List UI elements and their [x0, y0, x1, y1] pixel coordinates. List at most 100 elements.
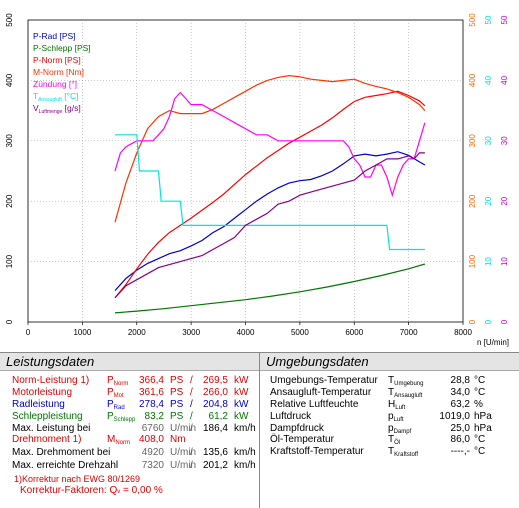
row-symbol: PNorm [107, 375, 129, 387]
footnote-2-text: Korrektur-Faktoren: Q [20, 485, 118, 496]
leistung-row: Max. erreichte Drehzahl 7320 U/min/ 201,2 km… [12, 460, 257, 472]
footnote-2: Korrektur-Faktoren: Qv = 0,00 % [20, 485, 163, 498]
y-tick-label-right: 0 [468, 319, 477, 324]
legend-entry: P-Schlepp [PS] [33, 43, 91, 53]
row-symbol: PRad [107, 399, 125, 411]
row-label: Umgebungs-Temperatur [270, 375, 378, 386]
x-tick-label: 1000 [73, 328, 91, 337]
row-value-2: 61,2 [208, 411, 228, 422]
row-symbol-sub: Ansaugluft [394, 393, 423, 399]
row-unit: hPa [474, 423, 492, 434]
leistung-row: Max. Drehmoment bei 4920 U/min/ 135,6 km/h [12, 447, 257, 459]
row-value-2: 186,4 [202, 423, 228, 434]
row-symbol-sub: Rad [113, 405, 125, 411]
y-tick-label-right: 100 [468, 254, 477, 268]
row-unit: °C [474, 446, 486, 457]
row-label: Max. erreichte Drehzahl [12, 460, 119, 471]
leistung-panel [0, 352, 260, 508]
row-sep: / [190, 423, 193, 434]
umgebung-row: Ansaugluft-Temperatur TAnsaugluft 34,0 °C [270, 387, 515, 399]
row-label: Luftdruck [270, 411, 312, 422]
y-tick-label-left: 100 [5, 254, 14, 268]
legend-entry: TAnsaugluft [°C] [33, 91, 78, 103]
x-tick-label: 5000 [291, 328, 309, 337]
row-unit-2: kW [234, 375, 249, 386]
row-sep: / [190, 411, 193, 422]
row-sep: / [190, 447, 193, 458]
row-unit-1: PS [170, 411, 184, 422]
row-unit-1: PS [170, 387, 184, 398]
row-value-1: 366,4 [138, 375, 164, 386]
x-tick-label: 3000 [182, 328, 200, 337]
row-value-2: 135,6 [202, 447, 228, 458]
umgebung-row: Umgebungs-Temperatur TUmgebung 28,8 °C [270, 375, 515, 387]
row-label: Schleppleistung [12, 411, 83, 422]
row-symbol-sub: Luft [395, 405, 406, 411]
y-tick-label-right: 10 [500, 257, 509, 266]
row-symbol-sub: Norm [113, 381, 129, 387]
umgebung-row: Öl-Temperatur TÖl 86,0 °C [270, 434, 515, 446]
row-label: Relative Luftfeuchte [270, 399, 359, 410]
row-value-2: 266,0 [202, 387, 228, 398]
y-tick-label-right: 10 [484, 257, 493, 266]
y-tick-label-right: 40 [484, 75, 493, 84]
umgebung-row: Kraftstoff-Temperatur TKraftstoff ----,- °C [270, 446, 515, 458]
row-sep: / [190, 399, 193, 410]
y-tick-label-right: 20 [484, 196, 493, 205]
series-line [114, 74, 426, 223]
row-unit: °C [474, 387, 486, 398]
y-tick-label-right: 500 [468, 13, 477, 27]
row-unit: °C [474, 434, 486, 445]
y-tick-label-left: 300 [5, 134, 14, 148]
row-symbol: PSchlepp [107, 411, 136, 423]
y-tick-label-right: 0 [500, 319, 509, 324]
row-unit-1: U/min [170, 423, 197, 434]
row-value: 86,0 [450, 434, 470, 445]
series-line [114, 152, 425, 299]
y-tick-label-right: 0 [484, 319, 493, 324]
row-symbol: PMot [107, 387, 124, 399]
row-value-1: 6760 [141, 423, 164, 434]
umgebung-title: Umgebungsdaten [260, 353, 519, 371]
umgebung-panel [260, 352, 519, 508]
y-tick-label-right: 40 [500, 75, 509, 84]
row-label: Dampfdruck [270, 423, 324, 434]
y-tick-label-right: 300 [468, 134, 477, 148]
footnote-2-value: = 0,00 % [120, 485, 163, 496]
row-symbol: pDampf [388, 423, 412, 435]
row-value-2: 201,2 [202, 460, 228, 471]
y-tick-label-right: 20 [500, 196, 509, 205]
footnote-1-text: 1)Korrektur nach EWG 80/1269 [14, 474, 141, 484]
row-sep: / [190, 375, 193, 386]
y-tick-label-right: 50 [500, 15, 509, 24]
series-line [114, 90, 426, 299]
row-unit: hPa [474, 411, 492, 422]
row-label: Öl-Temperatur [270, 434, 334, 445]
row-unit-2: km/h [234, 460, 256, 471]
series-line [115, 134, 425, 251]
leistung-row: Norm-Leistung 1) PNorm 366,4 PS / 269,5 kW [12, 375, 257, 387]
footnote-2-sub: v [117, 489, 121, 495]
row-unit: % [474, 399, 483, 410]
x-tick-label: 8000 [454, 328, 472, 337]
y-tick-label-left: 500 [5, 13, 14, 27]
umgebung-row: Luftdruck pLuft 1019,0 hPa [270, 411, 515, 423]
row-label: Max. Drehmoment bei [12, 447, 111, 458]
row-label: Norm-Leistung 1) [12, 375, 90, 386]
umgebung-row: Dampfdruck pDampf 25,0 hPa [270, 423, 515, 435]
row-symbol-sub: Luft [393, 417, 404, 423]
series-line [114, 263, 426, 314]
row-value: 28,8 [450, 375, 470, 386]
row-value-2: 269,5 [202, 375, 228, 386]
y-tick-label-right: 30 [500, 136, 509, 145]
row-symbol: TUmgebung [388, 375, 424, 387]
row-unit-2: km/h [234, 447, 256, 458]
row-value: 63,2 [450, 399, 470, 410]
row-symbol-sub: Öl [394, 440, 401, 446]
row-value: 1019,0 [439, 411, 470, 422]
y-tick-label-right: 400 [468, 73, 477, 87]
y-tick-label-right: 200 [468, 194, 477, 208]
row-unit-1: U/min [170, 460, 197, 471]
row-label: Kraftstoff-Temperatur [270, 446, 364, 457]
